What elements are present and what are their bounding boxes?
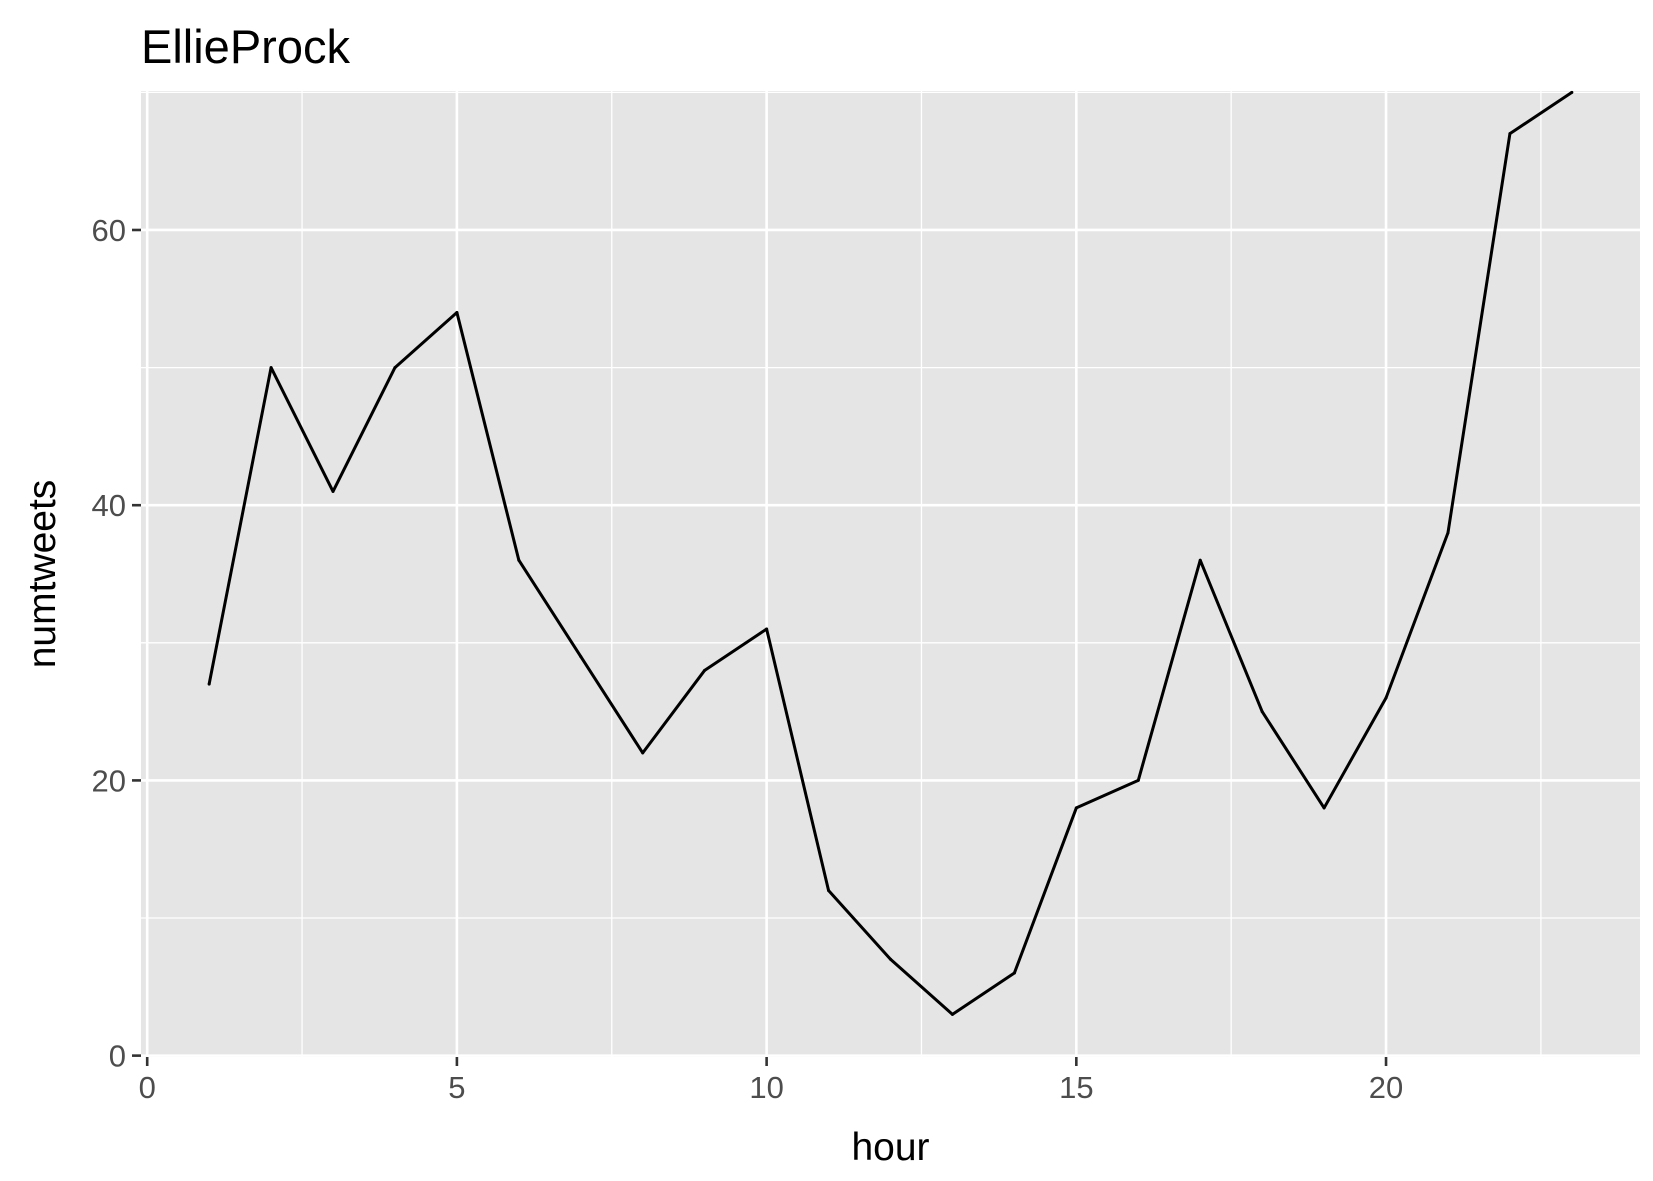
y-axis-title: numtweets (21, 480, 64, 669)
data-point (455, 311, 459, 315)
data-point (827, 888, 831, 892)
y-tick-label: 0 (109, 1039, 126, 1074)
data-point (393, 366, 397, 370)
data-point (1570, 90, 1574, 94)
major-gridlines (141, 91, 1640, 1057)
y-tick-label: 60 (92, 213, 126, 248)
x-tick-label: 15 (1059, 1070, 1093, 1105)
data-point (1198, 558, 1202, 562)
data-point (579, 655, 583, 659)
data-point (1322, 806, 1326, 810)
x-tick-label: 0 (139, 1070, 156, 1105)
y-tick-label: 20 (92, 763, 126, 798)
y-tick-label: 40 (92, 488, 126, 523)
data-point (207, 682, 211, 686)
data-point (517, 558, 521, 562)
series-layer (207, 90, 1574, 1016)
plot-panel (141, 91, 1640, 1057)
y-axis: 0 20 40 60 (92, 213, 141, 1074)
data-point (1260, 710, 1264, 714)
chart-title: EllieProck (141, 20, 350, 73)
data-point (950, 1012, 954, 1016)
data-point (1136, 778, 1140, 782)
x-tick-label: 10 (749, 1070, 783, 1105)
data-point (269, 366, 273, 370)
data-point (765, 627, 769, 631)
data-point (703, 668, 707, 672)
data-point (889, 957, 892, 961)
data-point (1508, 132, 1512, 136)
x-tick-label: 20 (1369, 1070, 1403, 1105)
data-point (1446, 531, 1450, 535)
x-axis: 0 5 10 15 20 (139, 1057, 1403, 1105)
data-point (331, 489, 335, 493)
x-axis-title: hour (851, 1126, 929, 1169)
x-tick-label: 5 (448, 1070, 465, 1105)
data-point (1012, 971, 1016, 975)
data-point (1074, 806, 1078, 810)
data-point (641, 751, 645, 755)
data-point (1384, 696, 1388, 700)
minor-gridlines (141, 91, 1640, 1057)
